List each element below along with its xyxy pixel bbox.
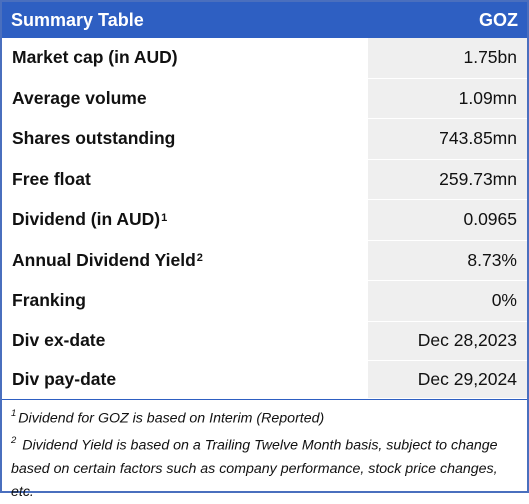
table-header: Summary Table GOZ (2, 2, 527, 38)
footnote-marker: 1 (161, 211, 168, 224)
row-label: Annual Dividend Yield 2 (2, 240, 367, 280)
table-row: Free float 259.73mn (2, 159, 527, 200)
table-row: Annual Dividend Yield 2 8.73% (2, 240, 527, 281)
footnote-marker: 1 (11, 407, 17, 419)
footnote-divider (2, 398, 527, 400)
table-row: Average volume 1.09mn (2, 78, 527, 119)
row-value: Dec 29,2024 (367, 360, 527, 398)
row-label: Average volume (2, 78, 367, 118)
table-row: Shares outstanding 743.85mn (2, 119, 527, 160)
table-row: Franking 0% (2, 281, 527, 322)
row-label: Div pay-date (2, 360, 367, 398)
row-value: Dec 28,2023 (367, 321, 527, 360)
row-label: Shares outstanding (2, 119, 367, 159)
row-value: 0.0965 (367, 200, 527, 240)
row-value: 8.73% (367, 240, 527, 280)
footnotes: 1 Dividend for GOZ is based on Interim (R… (2, 400, 527, 504)
row-value: 1.75bn (367, 38, 527, 78)
table-row: Dividend (in AUD) 1 0.0965 (2, 200, 527, 241)
footnote-marker: 2 (196, 252, 203, 265)
row-label: Dividend (in AUD) 1 (2, 200, 367, 240)
ticker-symbol: GOZ (479, 9, 518, 30)
table-body: Market cap (in AUD) 1.75bn Average volum… (2, 38, 527, 399)
footnote-marker: 2 (11, 435, 17, 447)
row-label: Free float (2, 159, 367, 199)
table-title: Summary Table (11, 9, 144, 30)
row-label: Market cap (in AUD) (2, 38, 367, 78)
footnote: 1 Dividend for GOZ is based on Interim (R… (11, 407, 325, 427)
table-row: Div pay-date Dec 29,2024 (2, 360, 527, 399)
row-value: 743.85mn (367, 119, 527, 159)
row-value: 1.09mn (367, 78, 527, 118)
table-row: Market cap (in AUD) 1.75bn (2, 38, 527, 79)
table-row: Div ex-date Dec 28,2023 (2, 321, 527, 361)
row-label: Div ex-date (2, 321, 367, 360)
row-value: 0% (367, 281, 527, 321)
row-label: Franking (2, 281, 367, 321)
row-value: 259.73mn (367, 159, 527, 199)
